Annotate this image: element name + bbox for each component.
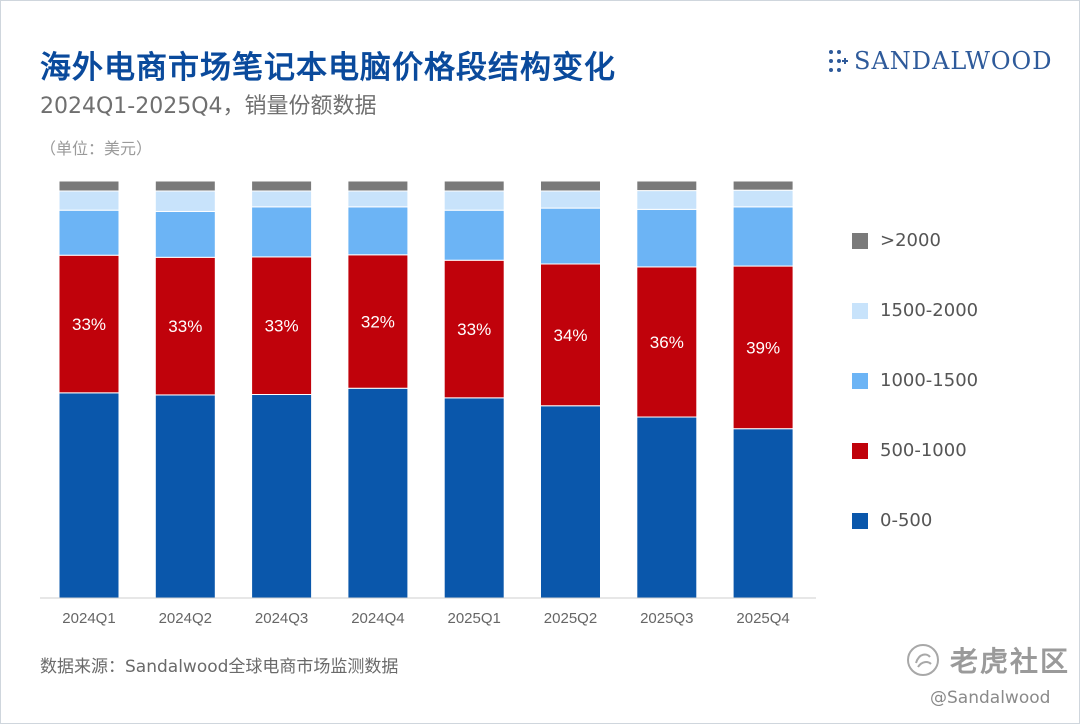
bar-segment	[58, 209, 120, 256]
bar-segment	[636, 180, 698, 192]
data-label: 36%	[650, 333, 684, 352]
x-tick-label: 2024Q1	[62, 610, 115, 627]
watermark-handle: @Sandalwood	[930, 688, 1051, 708]
legend-item: 0-500	[852, 510, 932, 531]
bar-segment	[58, 190, 120, 211]
bar-segment	[347, 190, 409, 208]
x-tick-label: 2025Q4	[736, 610, 789, 627]
data-source-note: 数据来源：Sandalwood全球电商市场监测数据	[40, 657, 399, 677]
legend-swatch	[852, 512, 868, 529]
legend-swatch	[852, 302, 868, 319]
legend-item: 1500-2000	[852, 300, 978, 321]
bar-segment	[347, 180, 409, 192]
bar-segment	[347, 387, 409, 599]
bar-segment	[732, 265, 794, 430]
legend-item: 500-1000	[852, 440, 967, 461]
bar-segment	[636, 416, 698, 599]
unit-note: （单位：美元）	[40, 139, 153, 158]
bar-segment	[540, 190, 601, 209]
bar-segment	[347, 254, 409, 389]
bar-segment	[58, 254, 120, 394]
bar-segment	[443, 397, 505, 599]
legend-item: 1000-1500	[852, 370, 978, 391]
x-tick-label: 2024Q2	[159, 610, 212, 627]
bar-segment	[636, 266, 698, 418]
bar-segment	[251, 190, 313, 208]
bar-segment	[636, 208, 698, 268]
bar-segment	[540, 263, 601, 407]
bar-segment	[443, 259, 505, 399]
x-tick-label: 2025Q3	[640, 610, 693, 627]
brand-logo: SANDALWOOD	[826, 44, 1052, 78]
x-tick-labels: 2024Q1 2024Q2 2024Q3 2024Q4 2025Q1 2025Q2 2025…	[62, 610, 789, 627]
bar-segment	[636, 190, 698, 210]
legend-label: 1000-1500	[880, 370, 979, 391]
tiger-community-logo-icon	[907, 644, 939, 676]
watermark-text: 老虎社区	[950, 645, 1071, 678]
data-label: 39%	[746, 338, 780, 357]
bar-segment	[443, 209, 505, 261]
legend-label: 500-1000	[880, 440, 967, 461]
watermark: 老虎社区	[906, 640, 1070, 680]
legend-label: 0-500	[880, 510, 933, 531]
bar-segment	[732, 180, 794, 191]
bar-segment	[154, 210, 216, 258]
bar-segment	[251, 180, 313, 192]
bar-segment	[154, 256, 216, 396]
bar-segment	[732, 428, 794, 599]
chart-subtitle: 2024Q1-2025Q4，销量份额数据	[40, 94, 377, 119]
data-label: 33%	[265, 317, 299, 336]
bar-segment	[443, 190, 505, 211]
bar-segment	[154, 190, 216, 212]
bar-segment	[540, 180, 601, 192]
x-tick-label: 2024Q3	[255, 610, 308, 627]
data-label: 32%	[361, 313, 395, 332]
brand-name: SANDALWOOD	[854, 47, 1053, 75]
legend-item: >2000	[852, 230, 941, 251]
legend-label: >2000	[880, 230, 941, 251]
bar-segment	[540, 405, 601, 599]
legend-swatch	[852, 442, 868, 459]
data-label: 33%	[457, 320, 491, 339]
bar-segment	[732, 189, 794, 208]
x-tick-label: 2025Q1	[448, 610, 501, 627]
data-label: 33%	[72, 315, 106, 334]
bar-segment	[540, 207, 601, 265]
bar-segment	[58, 180, 120, 192]
bar-segment	[251, 394, 313, 599]
bar-segment	[251, 206, 313, 258]
data-label: 33%	[168, 317, 202, 336]
bar-segment	[154, 394, 216, 599]
data-label: 34%	[553, 326, 587, 345]
legend-swatch	[852, 232, 868, 249]
bar-segment	[251, 256, 313, 396]
bar-segment	[58, 392, 120, 599]
bar-segment	[443, 180, 505, 192]
bar-segment	[154, 180, 216, 192]
legend-swatch	[852, 372, 868, 389]
bar-segment	[347, 206, 409, 256]
legend-label: 1500-2000	[880, 300, 979, 321]
x-tick-label: 2025Q2	[544, 610, 597, 627]
bars-layer: 33% 33% 33% 32% 33% 34% 36% 39%	[58, 180, 794, 599]
bar-segment	[732, 206, 794, 267]
sandalwood-logo-icon	[829, 50, 848, 72]
chart-title: 海外电商市场笔记本电脑价格段结构变化	[40, 50, 616, 86]
x-tick-label: 2024Q4	[351, 610, 404, 627]
